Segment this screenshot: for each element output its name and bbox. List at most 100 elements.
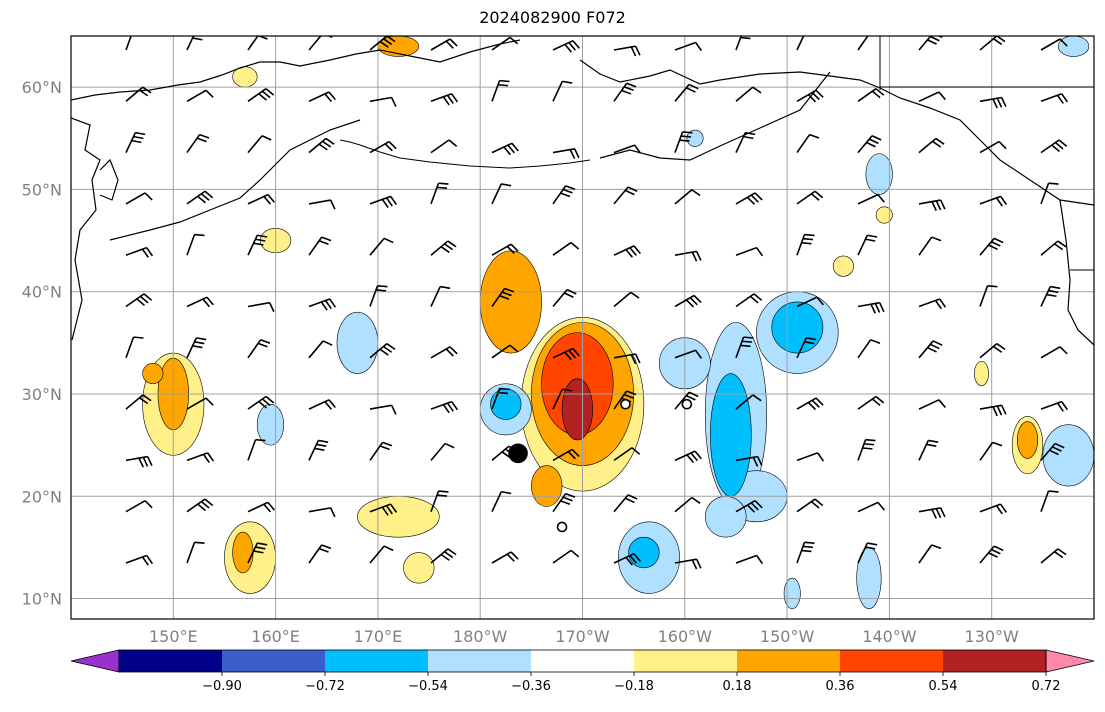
- wind-barb: [918, 91, 946, 103]
- wind-barb: [308, 199, 336, 210]
- wind-barb: [125, 500, 153, 513]
- wind-barb: [796, 498, 824, 513]
- wind-barb: [247, 395, 275, 410]
- positive-anomaly-region: [357, 495, 440, 538]
- colorbar-tick-label: 0.72: [1032, 679, 1061, 694]
- wind-barb: [796, 190, 824, 205]
- plot-frame: [70, 35, 1095, 620]
- wind-barb: [796, 89, 824, 103]
- latitude-tick-label: 50°N: [22, 180, 62, 199]
- positive-anomaly-region: [232, 531, 254, 574]
- colorbar-extend-low: [70, 649, 120, 673]
- wind-barb: [491, 344, 519, 359]
- wind-barb: [979, 503, 1008, 515]
- wind-barbs: [125, 36, 1069, 570]
- colorbar-tick-label: −0.18: [614, 679, 654, 694]
- wind-barb: [1040, 400, 1069, 412]
- longitude-tick-label: 140°W: [862, 627, 917, 646]
- wind-barb: [674, 250, 702, 262]
- wind-barb: [735, 131, 756, 153]
- wind-barb: [796, 36, 815, 51]
- wind-barb: [247, 501, 275, 513]
- wind-barb: [491, 387, 510, 410]
- wind-barb: [918, 399, 946, 410]
- positive-anomaly-region: [1016, 421, 1039, 459]
- wind-barb: [1040, 93, 1069, 104]
- colorbar-segment: [325, 650, 429, 672]
- wind-barb: [796, 296, 824, 308]
- wind-barb: [979, 140, 1007, 154]
- wind-barb: [125, 455, 153, 468]
- wind-barb: [491, 142, 519, 156]
- wind-barb: [186, 190, 214, 205]
- wind-barb: [247, 339, 271, 359]
- longitude-tick-label: 130°W: [965, 627, 1020, 646]
- wind-barb: [735, 554, 764, 565]
- wind-barb: [247, 193, 275, 205]
- chart-title: 2024082900 F072: [479, 8, 626, 27]
- wind-barb: [674, 41, 703, 52]
- wind-barb: [308, 236, 332, 256]
- longitude-tick-label: 180°W: [453, 627, 508, 646]
- wind-barb: [979, 545, 1004, 564]
- negative-anomaly-region: [1057, 36, 1090, 57]
- wind-barb: [674, 450, 702, 463]
- wind-barb: [125, 246, 154, 258]
- wind-barb: [430, 240, 457, 256]
- wind-barb: [125, 394, 152, 410]
- colorbar-tick-label: 0.36: [826, 679, 855, 694]
- colorbar-tick-label: −0.72: [305, 679, 345, 694]
- wind-barb: [369, 545, 394, 564]
- wind-barb: [430, 38, 458, 51]
- negative-anomaly-region: [704, 495, 747, 538]
- wind-barb: [125, 36, 132, 51]
- wind-barb: [186, 452, 215, 464]
- wind-barb: [979, 36, 1006, 51]
- wind-barb: [552, 80, 573, 102]
- wind-barb: [491, 183, 512, 205]
- wind-barb: [491, 287, 515, 307]
- wind-barb: [857, 301, 885, 314]
- wind-barb: [369, 441, 393, 461]
- wind-barb: [735, 86, 762, 102]
- latitude-tick-label: 30°N: [22, 385, 62, 404]
- wind-barb: [186, 541, 205, 564]
- wind-barb: [430, 93, 459, 106]
- wind-barb: [1040, 38, 1068, 51]
- negative-anomaly-region: [1042, 424, 1094, 487]
- wind-barb: [674, 558, 702, 570]
- wind-barb: [857, 542, 878, 564]
- wind-barb: [186, 133, 210, 154]
- positive-anomaly-region: [974, 360, 989, 387]
- positive-anomaly-region: [479, 250, 542, 354]
- wind-barb: [735, 36, 751, 51]
- open-circle-marker: [556, 521, 568, 533]
- positive-anomaly-region: [832, 255, 854, 277]
- wind-barb: [552, 147, 580, 159]
- colorbar-segment: [531, 650, 635, 672]
- wind-barb: [125, 554, 154, 566]
- wind-barb: [918, 236, 942, 256]
- wind-barb: [369, 237, 394, 256]
- wind-barb: [735, 336, 754, 359]
- open-circle-marker: [620, 398, 631, 410]
- wind-barb: [613, 186, 638, 205]
- wind-barb: [430, 346, 458, 359]
- wind-barb: [613, 45, 641, 57]
- wind-barb: [369, 195, 398, 209]
- wind-barb: [857, 36, 880, 51]
- wind-barb: [979, 96, 1007, 109]
- wind-barb: [735, 293, 763, 308]
- wind-barb: [308, 137, 335, 154]
- positive-anomaly-region: [875, 206, 893, 224]
- wind-barb: [857, 501, 885, 513]
- wind-barb: [918, 36, 943, 51]
- wind-barb: [247, 36, 270, 51]
- negative-anomaly-region: [628, 536, 660, 569]
- wind-barb: [1040, 139, 1068, 154]
- wind-barb: [430, 182, 449, 205]
- wind-barb: [857, 395, 885, 410]
- negative-anomaly-region: [783, 577, 801, 610]
- wind-barb: [979, 195, 1008, 207]
- wind-barb: [125, 336, 144, 359]
